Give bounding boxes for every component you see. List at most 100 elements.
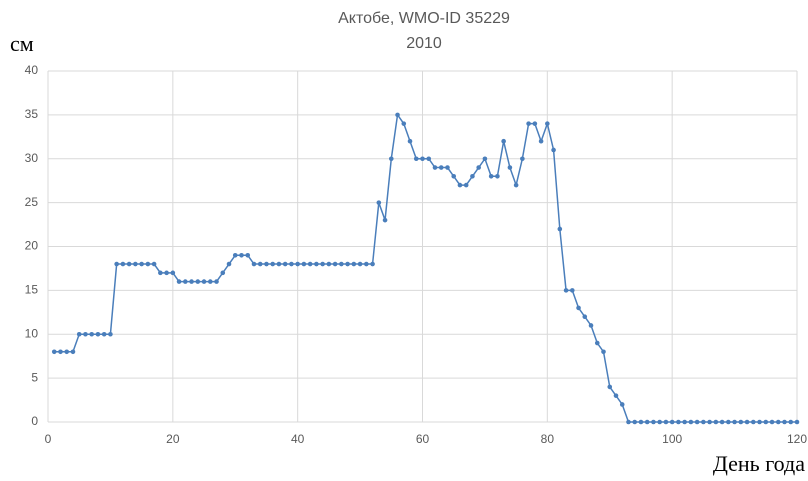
data-point	[95, 331, 101, 337]
data-point	[744, 419, 750, 425]
data-point	[570, 288, 575, 293]
data-point	[557, 226, 563, 232]
data-point	[314, 261, 319, 267]
data-point	[782, 419, 787, 425]
x-tick-label: 20	[166, 432, 180, 446]
data-line	[54, 112, 797, 423]
data-point	[694, 419, 700, 425]
data-point	[488, 174, 494, 179]
data-point	[682, 419, 687, 425]
data-point	[676, 419, 681, 425]
data-point	[476, 165, 481, 170]
data-point	[607, 384, 613, 390]
data-point	[732, 419, 737, 425]
data-point	[457, 182, 463, 188]
data-point	[183, 279, 188, 284]
data-point	[520, 156, 525, 162]
data-point	[195, 279, 201, 284]
data-point	[619, 402, 625, 407]
data-point	[357, 261, 363, 267]
data-point	[64, 349, 70, 355]
data-point	[632, 419, 638, 425]
data-point	[594, 340, 600, 346]
data-point	[526, 121, 531, 126]
data-point	[763, 419, 769, 425]
data-point	[139, 261, 144, 267]
y-tick-label: 40	[25, 63, 39, 77]
data-point	[282, 261, 288, 267]
data-point	[501, 138, 506, 144]
data-point	[220, 270, 226, 276]
data-point	[470, 174, 475, 179]
data-point	[769, 419, 775, 425]
data-point	[626, 419, 631, 425]
data-point	[507, 165, 513, 170]
data-point	[83, 331, 88, 337]
data-point	[738, 419, 744, 425]
data-point	[226, 261, 232, 267]
data-point	[713, 419, 719, 425]
data-point	[775, 419, 781, 425]
data-point	[707, 419, 712, 425]
data-point	[401, 121, 407, 126]
data-point	[326, 261, 332, 267]
data-point	[307, 261, 313, 267]
data-point	[513, 182, 519, 188]
data-point	[364, 261, 369, 267]
data-point	[251, 261, 257, 267]
data-point	[382, 217, 388, 223]
data-point	[463, 182, 469, 188]
data-point	[189, 279, 194, 284]
x-tick-label: 40	[291, 432, 305, 446]
data-point	[320, 261, 325, 267]
data-point	[151, 261, 157, 267]
data-point	[407, 138, 413, 144]
data-point	[207, 279, 213, 284]
chart-title: Актобе, WMO-ID 35229	[338, 10, 510, 27]
data-point	[538, 138, 544, 144]
data-point	[289, 261, 294, 267]
data-point	[445, 165, 450, 170]
data-point	[145, 261, 151, 267]
y-tick-label: 15	[25, 283, 39, 297]
data-point	[295, 261, 300, 267]
data-point	[663, 419, 669, 425]
data-point	[276, 261, 282, 267]
y-tick-label: 35	[25, 107, 39, 121]
y-tick-label: 5	[31, 370, 38, 384]
data-point	[232, 252, 238, 258]
data-point	[688, 419, 694, 425]
x-tick-label: 0	[45, 432, 52, 446]
data-point	[551, 147, 556, 153]
data-point	[370, 261, 375, 267]
data-point	[613, 393, 619, 398]
data-point	[214, 279, 219, 284]
data-point	[239, 252, 244, 258]
data-point	[638, 419, 644, 425]
data-point	[114, 261, 119, 267]
data-point	[126, 261, 132, 267]
data-point	[89, 331, 94, 337]
data-point	[76, 331, 82, 337]
data-point	[413, 156, 419, 162]
data-point	[301, 261, 307, 267]
data-point	[133, 261, 138, 267]
data-point	[757, 419, 762, 425]
y-axis-label: см	[10, 31, 34, 56]
data-point	[669, 419, 675, 425]
data-point	[644, 419, 650, 425]
data-point	[270, 261, 276, 267]
y-tick-label: 10	[25, 326, 39, 340]
y-tick-label: 25	[25, 195, 39, 209]
data-point	[164, 270, 169, 276]
data-point	[158, 270, 163, 276]
data-point	[719, 419, 725, 425]
data-point	[582, 314, 588, 320]
x-tick-label: 100	[662, 432, 682, 446]
y-tick-label: 0	[31, 414, 38, 428]
y-tick-label: 20	[25, 239, 39, 253]
data-point	[794, 419, 800, 425]
x-tick-label: 60	[416, 432, 430, 446]
y-tick-label: 30	[25, 151, 39, 165]
